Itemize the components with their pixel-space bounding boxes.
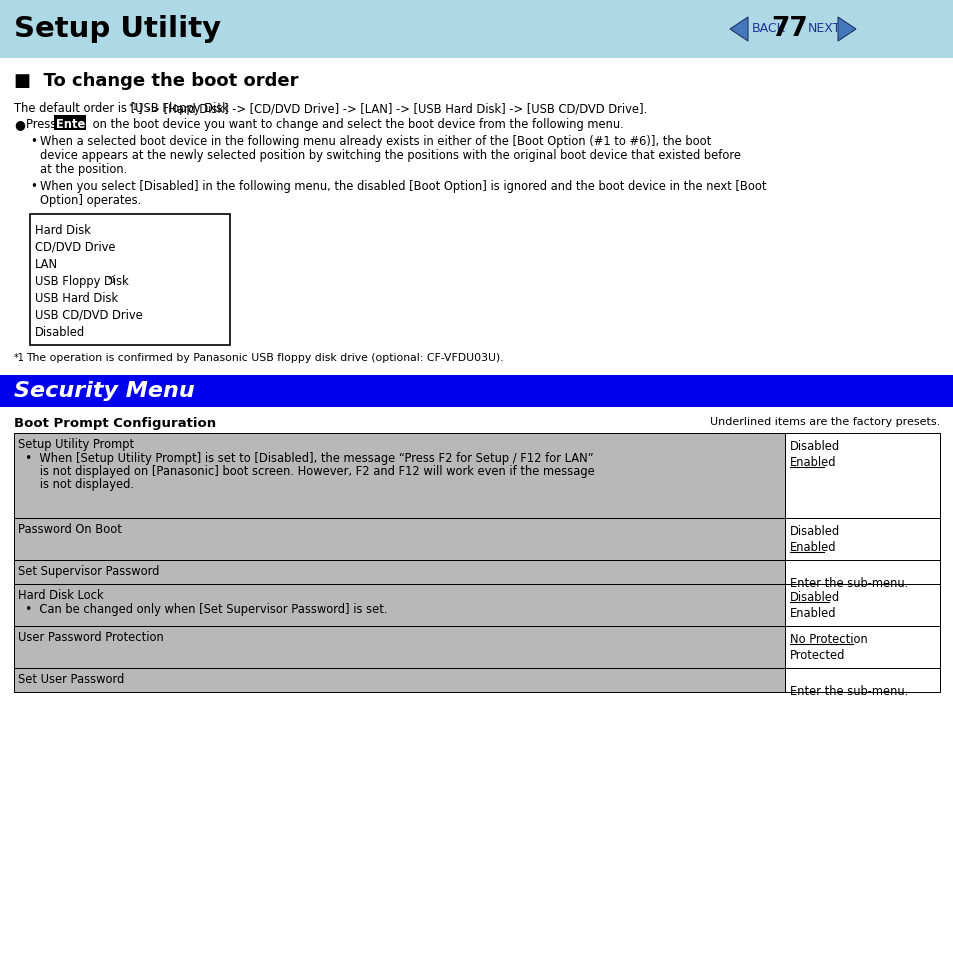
Text: When a selected boot device in the following menu already exists in either of th: When a selected boot device in the follo… [40, 135, 711, 148]
Text: No Protection: No Protection [789, 633, 867, 646]
Text: 77: 77 [771, 16, 807, 42]
Text: Press: Press [26, 118, 60, 131]
Text: Security Menu: Security Menu [14, 381, 194, 401]
Text: ■  To change the boot order: ■ To change the boot order [14, 72, 298, 90]
Text: BACK: BACK [751, 22, 785, 35]
Polygon shape [837, 17, 855, 41]
Text: •  When [Setup Utility Prompt] is set to [Disabled], the message “Press F2 for S: • When [Setup Utility Prompt] is set to … [18, 452, 593, 465]
Text: on the boot device you want to change and select the boot device from the follow: on the boot device you want to change an… [89, 118, 623, 131]
Text: •: • [30, 180, 37, 193]
Text: USB Hard Disk: USB Hard Disk [35, 292, 118, 305]
Text: USB CD/DVD Drive: USB CD/DVD Drive [35, 309, 143, 322]
Bar [30, 214, 230, 345]
Bar [54, 115, 86, 130]
Text: LAN: LAN [35, 258, 58, 271]
Text: Set User Password: Set User Password [18, 673, 124, 686]
Text: Enabled: Enabled [789, 541, 836, 554]
Bar [784, 626, 939, 668]
Bar [14, 626, 784, 668]
Text: ] -> [Hard Disk] -> [CD/DVD Drive] -> [LAN] -> [USB Hard Disk] -> [USB CD/DVD Dr: ] -> [Hard Disk] -> [CD/DVD Drive] -> [L… [138, 102, 647, 115]
Text: User Password Protection: User Password Protection [18, 631, 164, 644]
Bar [0, 375, 953, 407]
Text: Disabled: Disabled [789, 525, 840, 538]
Text: device appears at the newly selected position by switching the positions with th: device appears at the newly selected pos… [40, 149, 740, 162]
Bar [784, 560, 939, 584]
Text: Disabled: Disabled [789, 440, 840, 453]
Text: USB Floppy Disk: USB Floppy Disk [35, 275, 129, 288]
Text: •: • [30, 135, 37, 148]
Polygon shape [729, 17, 747, 41]
Text: Enter the sub-menu.: Enter the sub-menu. [789, 685, 907, 698]
Text: Hard Disk Lock: Hard Disk Lock [18, 589, 104, 602]
Bar [14, 518, 784, 560]
Bar [14, 433, 784, 518]
Text: *1: *1 [14, 353, 25, 363]
Bar [784, 433, 939, 518]
Bar [14, 668, 784, 692]
Bar [784, 518, 939, 560]
Bar [14, 584, 784, 626]
Text: Underlined items are the factory presets.: Underlined items are the factory presets… [709, 417, 939, 427]
Text: Disabled: Disabled [789, 591, 840, 604]
Text: The default order is [USB Floppy Disk: The default order is [USB Floppy Disk [14, 102, 229, 115]
Text: Setup Utility: Setup Utility [14, 15, 221, 43]
Bar [0, 0, 953, 58]
Text: Option] operates.: Option] operates. [40, 194, 141, 207]
Text: Boot Prompt Configuration: Boot Prompt Configuration [14, 417, 216, 430]
Text: Enter the sub-menu.: Enter the sub-menu. [789, 577, 907, 590]
Text: at the position.: at the position. [40, 163, 127, 176]
Text: *1: *1 [108, 276, 116, 285]
Text: Enabled: Enabled [789, 456, 836, 469]
Text: ●: ● [14, 118, 25, 131]
Text: CD/DVD Drive: CD/DVD Drive [35, 241, 115, 254]
Text: Hard Disk: Hard Disk [35, 224, 91, 237]
Text: Setup Utility Prompt: Setup Utility Prompt [18, 438, 134, 451]
Bar [784, 584, 939, 626]
Text: *1: *1 [128, 103, 137, 112]
Bar [784, 668, 939, 692]
Text: Set Supervisor Password: Set Supervisor Password [18, 565, 159, 578]
Text: When you select [Disabled] in the following menu, the disabled [Boot Option] is : When you select [Disabled] in the follow… [40, 180, 765, 193]
Text: The operation is confirmed by Panasonic USB floppy disk drive (optional: CF-VFDU: The operation is confirmed by Panasonic … [26, 353, 503, 363]
Bar [14, 560, 784, 584]
Text: Protected: Protected [789, 649, 844, 662]
Text: is not displayed.: is not displayed. [18, 478, 133, 491]
Text: is not displayed on [Panasonic] boot screen. However, F2 and F12 will work even : is not displayed on [Panasonic] boot scr… [18, 465, 594, 478]
Text: Enabled: Enabled [789, 607, 836, 620]
Text: Disabled: Disabled [35, 326, 85, 339]
Text: Enter: Enter [56, 119, 91, 131]
Text: NEXT: NEXT [807, 22, 841, 35]
Text: Password On Boot: Password On Boot [18, 523, 122, 536]
Text: •  Can be changed only when [Set Supervisor Password] is set.: • Can be changed only when [Set Supervis… [18, 603, 387, 616]
